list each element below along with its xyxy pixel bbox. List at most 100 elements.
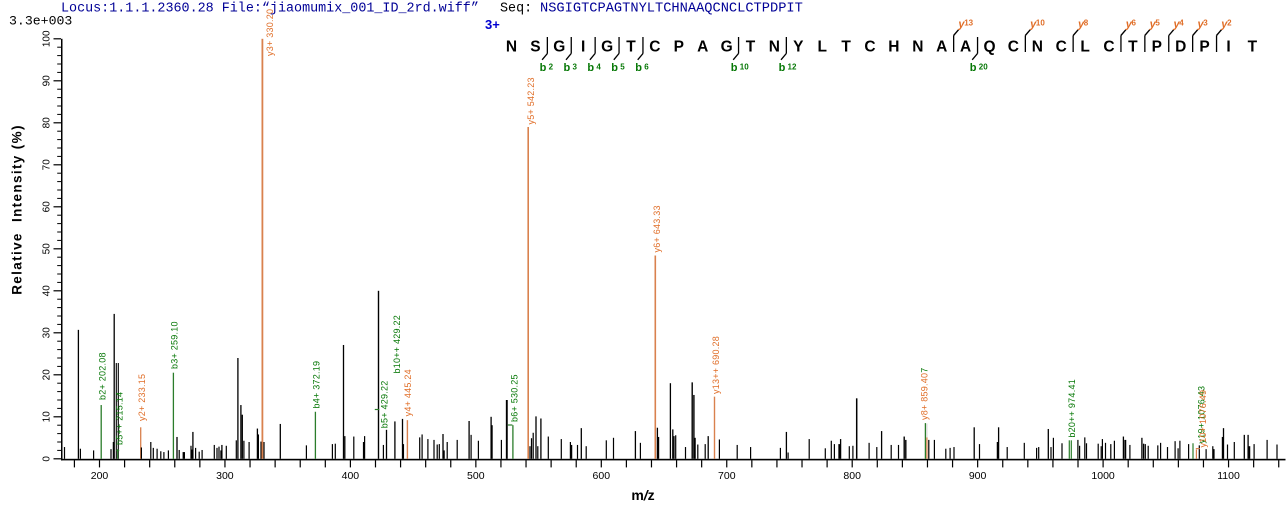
svg-text:y8+ 859.407: y8+ 859.407 bbox=[920, 367, 930, 420]
svg-text:y13++ 690.28: y13++ 690.28 bbox=[711, 336, 721, 394]
svg-text:y: y bbox=[1197, 19, 1205, 31]
svg-text:b: b bbox=[611, 62, 618, 74]
svg-text:600: 600 bbox=[593, 470, 611, 482]
svg-text:500: 500 bbox=[467, 470, 485, 482]
svg-text:y3+ 330.20: y3+ 330.20 bbox=[265, 9, 275, 56]
svg-text:m/z: m/z bbox=[631, 487, 654, 503]
svg-text:N: N bbox=[1032, 39, 1043, 56]
svg-text:3.3e+003: 3.3e+003 bbox=[9, 14, 72, 29]
svg-text:y: y bbox=[1125, 19, 1133, 31]
svg-text:C: C bbox=[1056, 39, 1067, 56]
svg-text:D: D bbox=[1175, 39, 1186, 56]
svg-text:I: I bbox=[1226, 39, 1230, 56]
svg-text:b: b bbox=[587, 62, 594, 74]
svg-text:3: 3 bbox=[1203, 19, 1208, 28]
svg-text:y19+ 1076.43: y19+ 1076.43 bbox=[1196, 386, 1206, 444]
svg-text:4: 4 bbox=[1179, 19, 1184, 28]
svg-text:N: N bbox=[912, 39, 923, 56]
svg-text:10: 10 bbox=[1036, 19, 1045, 28]
svg-text:10: 10 bbox=[740, 63, 749, 72]
svg-text:L: L bbox=[817, 39, 826, 56]
svg-text:A: A bbox=[697, 39, 708, 56]
svg-text:b10++ 429.22: b10++ 429.22 bbox=[392, 315, 402, 374]
svg-text:y5+ 542.23: y5+ 542.23 bbox=[526, 77, 536, 124]
svg-text:b: b bbox=[563, 62, 570, 74]
svg-text:6: 6 bbox=[644, 63, 649, 72]
svg-text:0: 0 bbox=[42, 456, 53, 462]
svg-text:NSGIGTCPAGTNYLTCHNAAQCNCLCTPDP: NSGIGTCPAGTNYLTCHNAAQCNCLCTPDPIT bbox=[540, 2, 803, 17]
svg-text:3+: 3+ bbox=[485, 17, 500, 32]
svg-text:1100: 1100 bbox=[1217, 470, 1240, 482]
svg-text:b: b bbox=[970, 62, 977, 74]
svg-text:12: 12 bbox=[788, 63, 797, 72]
svg-text:C: C bbox=[649, 39, 660, 56]
svg-text:70: 70 bbox=[42, 159, 53, 171]
svg-text:b5++ 215.14: b5++ 215.14 bbox=[115, 392, 125, 445]
svg-text:A: A bbox=[960, 39, 971, 56]
svg-text:b3+ 259.10: b3+ 259.10 bbox=[170, 321, 180, 369]
svg-text:700: 700 bbox=[718, 470, 736, 482]
svg-text:y: y bbox=[1077, 19, 1085, 31]
svg-text:90: 90 bbox=[42, 75, 53, 87]
svg-text:200: 200 bbox=[91, 470, 109, 482]
svg-text:900: 900 bbox=[969, 470, 987, 482]
svg-text:1000: 1000 bbox=[1091, 470, 1115, 482]
svg-text:80: 80 bbox=[42, 117, 53, 129]
svg-text:5: 5 bbox=[620, 63, 625, 72]
svg-text:6: 6 bbox=[1132, 19, 1137, 28]
svg-text:30: 30 bbox=[42, 327, 53, 339]
svg-text:A: A bbox=[936, 39, 947, 56]
svg-text:8: 8 bbox=[1084, 19, 1089, 28]
svg-text:4: 4 bbox=[596, 63, 601, 72]
svg-text:T: T bbox=[626, 39, 636, 56]
svg-text:P: P bbox=[1152, 39, 1162, 56]
svg-text:5: 5 bbox=[1155, 19, 1160, 28]
svg-text:Q: Q bbox=[983, 39, 995, 56]
svg-text:T: T bbox=[1248, 39, 1258, 56]
svg-text:T: T bbox=[746, 39, 756, 56]
svg-text:b4+ 372.19: b4+ 372.19 bbox=[312, 361, 322, 409]
svg-text:y6+ 643.33: y6+ 643.33 bbox=[652, 205, 662, 252]
svg-text:2: 2 bbox=[549, 63, 554, 72]
svg-text:b: b bbox=[540, 62, 547, 74]
svg-text:G: G bbox=[721, 39, 733, 56]
svg-text:b: b bbox=[635, 62, 642, 74]
svg-text:b: b bbox=[779, 62, 786, 74]
svg-text:800: 800 bbox=[843, 470, 861, 482]
svg-text:I: I bbox=[581, 39, 585, 56]
svg-text:y10+ 1076.49: y10+ 1076.49 bbox=[1198, 390, 1208, 448]
svg-text:S: S bbox=[530, 39, 540, 56]
svg-text:10: 10 bbox=[42, 411, 53, 423]
svg-text:G: G bbox=[601, 39, 613, 56]
svg-text:H: H bbox=[888, 39, 899, 56]
svg-text:Y: Y bbox=[793, 39, 804, 56]
svg-text:y4+ 445.24: y4+ 445.24 bbox=[403, 369, 413, 416]
svg-text:300: 300 bbox=[216, 470, 234, 482]
svg-text:P: P bbox=[674, 39, 684, 56]
svg-text:y: y bbox=[957, 19, 965, 31]
svg-text:Locus:1.1.1.2360.28 File:“jiao: Locus:1.1.1.2360.28 File:“jiaomumix_001_… bbox=[61, 2, 479, 17]
svg-text:C: C bbox=[864, 39, 875, 56]
svg-text:100: 100 bbox=[42, 30, 53, 47]
svg-text:3: 3 bbox=[573, 63, 578, 72]
svg-text:b20++ 974.41: b20++ 974.41 bbox=[1067, 379, 1077, 438]
svg-text:20: 20 bbox=[979, 63, 988, 72]
svg-text:C: C bbox=[1103, 39, 1114, 56]
svg-text:C: C bbox=[1008, 39, 1019, 56]
svg-text:P: P bbox=[1199, 39, 1209, 56]
svg-text:50: 50 bbox=[42, 243, 53, 255]
svg-text:T: T bbox=[841, 39, 851, 56]
svg-text:b5+ 429.22: b5+ 429.22 bbox=[379, 381, 389, 429]
svg-text:y: y bbox=[1029, 19, 1037, 31]
svg-text:13: 13 bbox=[964, 19, 973, 28]
svg-text:N: N bbox=[506, 39, 517, 56]
svg-text:N: N bbox=[769, 39, 780, 56]
svg-text:T: T bbox=[1128, 39, 1138, 56]
svg-text:60: 60 bbox=[42, 201, 53, 213]
svg-text:L: L bbox=[1080, 39, 1089, 56]
svg-text:400: 400 bbox=[342, 470, 360, 482]
svg-text:y2+ 233.15: y2+ 233.15 bbox=[137, 374, 147, 421]
svg-text:y: y bbox=[1173, 19, 1181, 31]
svg-text:y: y bbox=[1149, 19, 1157, 31]
svg-text:20: 20 bbox=[42, 369, 53, 381]
